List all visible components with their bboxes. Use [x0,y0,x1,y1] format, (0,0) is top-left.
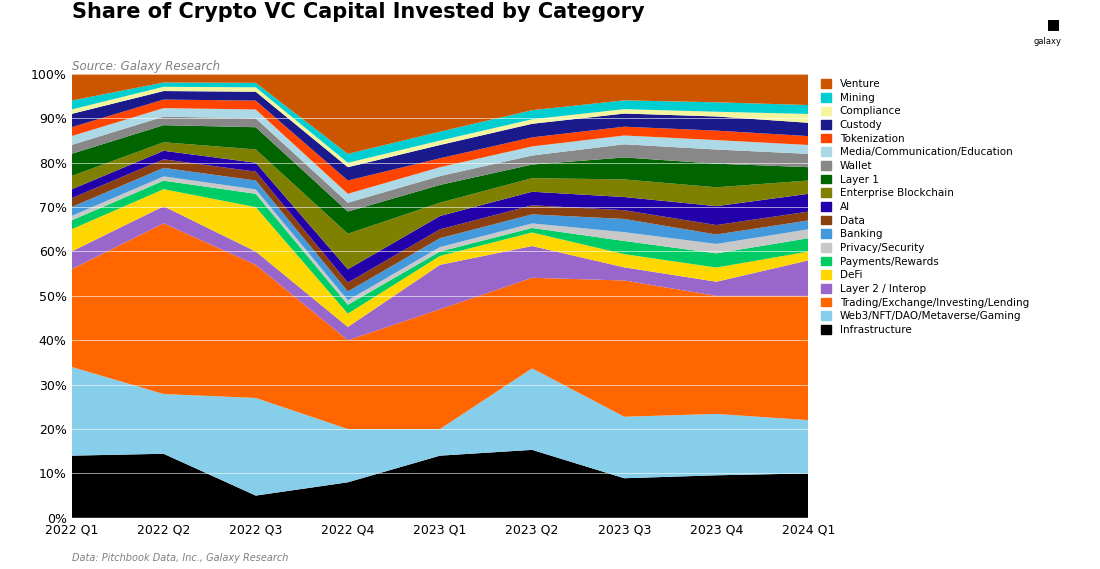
Text: ▪: ▪ [1046,14,1062,34]
Text: Data: Pitchbook Data, Inc., Galaxy Research: Data: Pitchbook Data, Inc., Galaxy Resea… [72,553,288,563]
Legend: Venture, Mining, Compliance, Custody, Tokenization, Media/Communication/Educatio: Venture, Mining, Compliance, Custody, To… [821,79,1030,335]
Text: Share of Crypto VC Capital Invested by Category: Share of Crypto VC Capital Invested by C… [72,2,645,22]
Text: galaxy: galaxy [1034,37,1062,46]
Text: Source: Galaxy Research: Source: Galaxy Research [72,60,220,73]
